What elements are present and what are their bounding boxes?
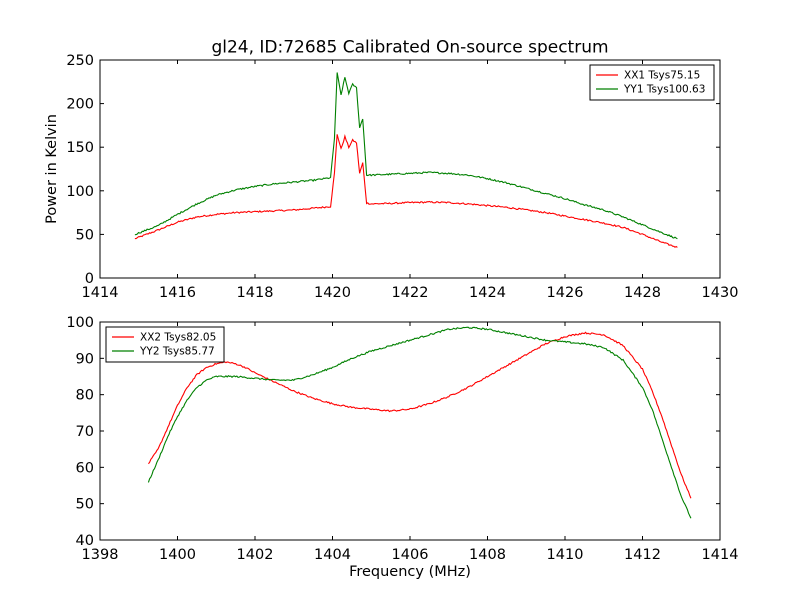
series-line-1 (148, 331, 692, 499)
y-tick-label: 40 (76, 533, 94, 549)
top-plot-legend: XX1 Tsys75.15 YY1 Tsys100.63 (589, 64, 715, 101)
top-plot-series (134, 72, 678, 248)
y-tick-label: 50 (76, 497, 94, 513)
y-tick-label: 70 (76, 424, 94, 440)
series-line-2 (134, 72, 678, 240)
y-tick-label: 50 (76, 227, 94, 243)
y-tick-label: 80 (76, 388, 94, 404)
x-tick-label: 1402 (237, 547, 274, 563)
x-tick-label: 1422 (392, 285, 429, 301)
legend-entry: YY1 Tsys100.63 (623, 84, 705, 96)
legend-box (589, 64, 715, 101)
y-tick-label: 150 (66, 140, 94, 156)
y-tick-label: 100 (66, 315, 94, 331)
y-tick-label: 0 (85, 271, 94, 287)
x-tick-label: 1426 (547, 285, 584, 301)
y-tick-label: 90 (76, 351, 94, 367)
x-tick-label: 1424 (469, 285, 506, 301)
x-tick-label: 1412 (624, 547, 661, 563)
x-tick-label: 1418 (237, 285, 274, 301)
legend-entry: XX2 Tsys82.05 (140, 332, 216, 344)
bottom-plot-ticks: 1398 1400 1402 1404 1406 1408 1410 1412 1414 40 50… (66, 315, 738, 563)
top-plot: 1414 1416 1418 1420 1422 1424 1426 1428 1430 0 50 1… (44, 38, 738, 302)
y-tick-label: 200 (66, 97, 94, 113)
x-tick-label: 1430 (702, 285, 739, 301)
series-line-1 (134, 134, 678, 248)
legend-entry: XX1 Tsys75.15 (624, 70, 700, 82)
x-tick-label: 1428 (624, 285, 661, 301)
bottom-plot: 1398 1400 1402 1404 1406 1408 1410 1412 1414 40 50… (66, 315, 738, 580)
x-tick-label: 1420 (314, 285, 351, 301)
x-tick-label: 1406 (392, 547, 429, 563)
x-tick-label: 1400 (159, 547, 196, 563)
x-tick-label: 1414 (702, 547, 739, 563)
x-tick-label: 1414 (82, 285, 119, 301)
x-tick-label: 1404 (314, 547, 351, 563)
x-tick-label: 1408 (469, 547, 506, 563)
y-axis-label: Power in Kelvin (44, 114, 60, 224)
y-tick-label: 250 (66, 53, 94, 69)
chart-title: gl24, ID:72685 Calibrated On-source spec… (211, 38, 608, 58)
legend-box (105, 326, 225, 363)
x-tick-label: 1416 (159, 285, 196, 301)
x-tick-label: 1410 (547, 547, 584, 563)
x-axis-label: Frequency (MHz) (349, 564, 471, 580)
x-tick-label: 1398 (82, 547, 119, 563)
top-plot-ticks: 1414 1416 1418 1420 1422 1424 1426 1428 1430 0 50 1… (66, 53, 738, 301)
series-line-2 (147, 326, 692, 519)
bottom-plot-legend: XX2 Tsys82.05 YY2 Tsys85.77 (105, 326, 225, 363)
legend-entry: YY2 Tsys85.77 (139, 346, 215, 358)
y-tick-label: 60 (76, 460, 94, 476)
y-tick-label: 100 (66, 184, 94, 200)
bottom-plot-series (147, 326, 692, 519)
